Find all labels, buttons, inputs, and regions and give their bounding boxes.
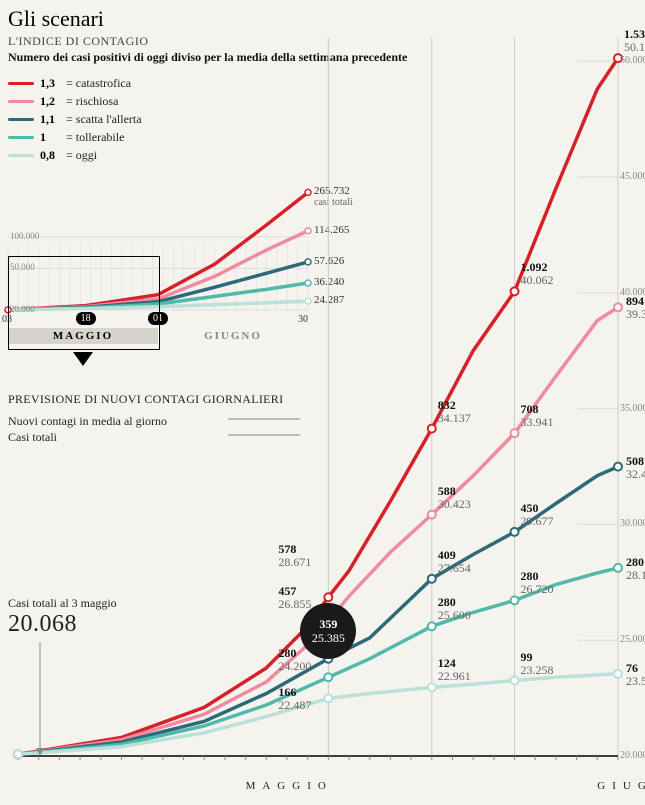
xaxis-month-left: MAGGIO: [246, 780, 333, 792]
data-annotation: 57828.671: [278, 543, 311, 569]
data-annotation: 16622.487: [278, 686, 311, 712]
data-annotation: 70833.941: [521, 403, 554, 429]
data-annotation: 28024.200: [278, 647, 311, 673]
main-ytick: 20.000: [620, 750, 645, 761]
main-ytick: 45.000: [620, 171, 645, 182]
data-annotation: 83234.137: [438, 399, 471, 425]
page-title: Gli scenari: [8, 6, 104, 32]
main-ytick: 35.000: [620, 403, 645, 414]
main-ytick: 30.000: [620, 518, 645, 529]
data-annotation: 1.09240.062: [521, 261, 554, 287]
data-annotation: 50832.496: [626, 455, 645, 481]
data-annotation: 12422.961: [438, 657, 471, 683]
data-annotation: 7623.548: [626, 662, 645, 688]
data-annotation: 28028.120: [626, 556, 645, 582]
data-annotation: 45029.677: [521, 502, 554, 528]
data-annotation: 1.53350.133: [624, 28, 645, 54]
main-ytick: 50.000: [620, 55, 645, 66]
data-annotation: 58830.423: [438, 485, 471, 511]
infographic-page: Gli scenari L'INDICE DI CONTAGIO Numero …: [0, 0, 645, 805]
xaxis-month-right: GIUGNO: [597, 780, 645, 792]
data-annotation: 40927.654: [438, 549, 471, 575]
data-annotation: 45726.855: [278, 585, 311, 611]
data-annotation: 9923.258: [521, 651, 554, 677]
data-annotation: 28026.720: [521, 570, 554, 596]
main-chart: 20.00025.00030.00035.00040.00045.00050.0…: [18, 38, 638, 805]
data-annotation: 89439.371: [626, 295, 645, 321]
main-ytick: 25.000: [620, 634, 645, 645]
data-annotation: 28025.600: [438, 596, 471, 622]
